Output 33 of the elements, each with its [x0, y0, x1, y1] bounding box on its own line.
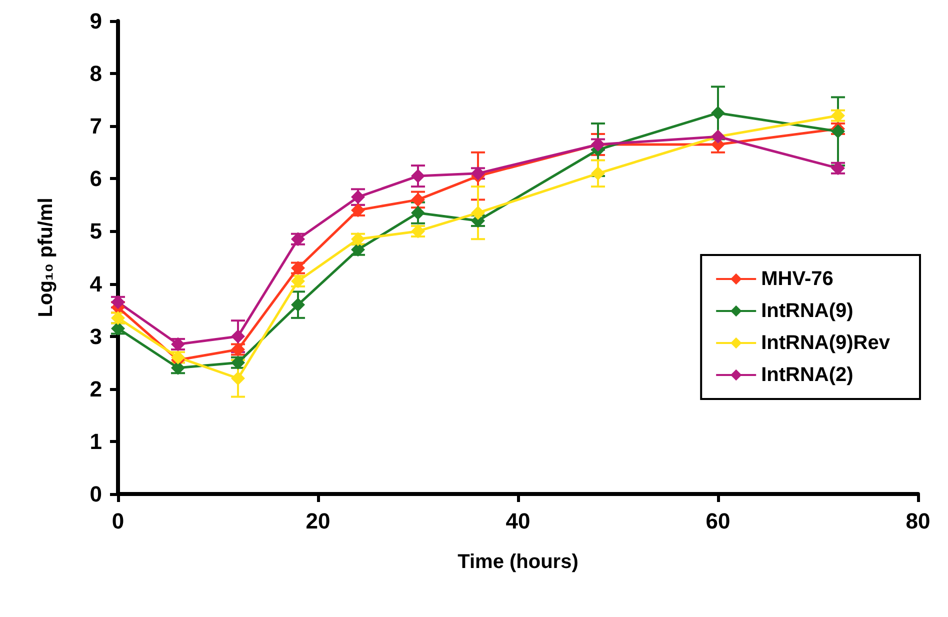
point: [411, 169, 425, 184]
point: [591, 166, 605, 180]
point: [291, 298, 305, 312]
y-axis-title: Log₁₀ pfu/ml: [35, 198, 57, 318]
x-tick-label: 20: [306, 508, 330, 534]
x-axis-title: Time (hours): [458, 551, 578, 573]
x-tick-label: 40: [506, 508, 530, 534]
y-tick-label: 5: [90, 218, 102, 244]
point: [111, 295, 125, 310]
point: [111, 321, 125, 336]
y-tick-label: 0: [90, 482, 102, 506]
x-tick-label: 0: [112, 508, 124, 534]
point: [831, 124, 845, 138]
y-tick-label: 6: [90, 166, 102, 192]
point: [111, 310, 125, 325]
y-tick-label: 2: [90, 376, 102, 402]
point: [411, 206, 425, 220]
point: [231, 329, 245, 344]
y-tick-label: 1: [90, 428, 102, 454]
x-tick-label: 60: [706, 508, 730, 534]
point: [711, 106, 725, 120]
x-tick-label: 80: [906, 508, 930, 534]
y-tick-label: 9: [90, 8, 102, 34]
y-tick-label: 7: [90, 114, 102, 139]
legend-label: IntRNA(9): [761, 300, 854, 322]
y-tick-label: 8: [90, 61, 102, 86]
legend-label: IntRNA(9)Rev: [761, 332, 891, 354]
point: [471, 206, 485, 220]
legend-label: IntRNA(2): [761, 364, 854, 386]
y-tick-label: 3: [90, 324, 102, 349]
y-tick-label: 4: [90, 271, 103, 296]
point: [231, 371, 245, 386]
legend-label: MHV-76: [761, 268, 834, 290]
